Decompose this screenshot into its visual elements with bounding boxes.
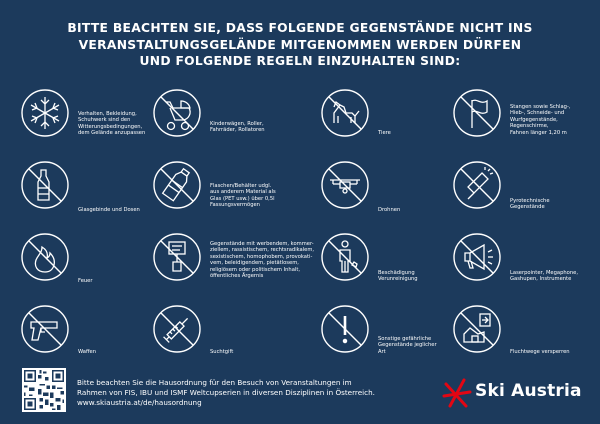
title-line-1: BITTE BEACHTEN SIE, DASS FOLGENDE GEGENS… bbox=[67, 21, 533, 35]
label-line: Fluchtwege versperren bbox=[510, 349, 570, 355]
label-line: vem, beleidigendem, pietätlosem, bbox=[210, 260, 299, 267]
pistol-icon bbox=[21, 305, 69, 353]
glass-bottle-icon bbox=[21, 161, 69, 209]
label-line: Fahnen länger 1,20 m bbox=[510, 129, 567, 136]
plastic-bottle-icon bbox=[153, 161, 201, 209]
qr-code-icon bbox=[22, 368, 66, 412]
label-line: Hieb-, Schneide- und bbox=[510, 110, 565, 117]
firework-rocket-icon bbox=[453, 161, 501, 209]
footer-line-2: Rahmen von FIS, IBU und ISMF Weltcupseri… bbox=[77, 388, 375, 397]
label-line: Feuer bbox=[78, 278, 93, 284]
label-line: Sonstige gefährliche bbox=[378, 336, 432, 342]
label-line: Pyrotechnische bbox=[510, 198, 550, 204]
title-line-3: UND FOLGENDE REGELN EINZUHALTEN SIND: bbox=[139, 54, 461, 68]
label-line: Beschädigung bbox=[378, 270, 415, 276]
banner-icon bbox=[153, 233, 201, 281]
label-line: Gegenstände jeglicher bbox=[378, 342, 437, 349]
footer-url[interactable]: www.skiaustria.at/de/hausordnung bbox=[77, 398, 202, 407]
exclamation-icon bbox=[321, 305, 369, 353]
stroller-icon bbox=[153, 89, 201, 137]
dog-icon bbox=[321, 89, 369, 137]
label-line: Schuhwerk sind den bbox=[78, 117, 131, 124]
label-line: dem Gelände anzupassen bbox=[78, 130, 146, 137]
label-line: Regenschirme, bbox=[510, 123, 549, 130]
label-line: Wurfgegenstände, bbox=[510, 116, 558, 123]
page-title: BITTE BEACHTEN SIE, DASS FOLGENDE GEGENS… bbox=[0, 20, 600, 70]
label-line: Gashupen, Instrumente bbox=[510, 276, 572, 283]
label-line: sexistischem, homophobem, provokati- bbox=[210, 253, 313, 260]
label-line: Waffen bbox=[78, 349, 97, 355]
drone-icon bbox=[321, 161, 369, 209]
footer-note: Bitte beachten Sie die Hausordnung für d… bbox=[77, 378, 457, 408]
brand-name: Ski Austria bbox=[475, 381, 582, 401]
blocked-exit-icon bbox=[453, 305, 501, 353]
label-line: Drohnen bbox=[378, 207, 401, 213]
label-line: Suchtgift bbox=[210, 349, 234, 355]
label-line: Verunreinigung bbox=[378, 276, 418, 283]
label-line: Glasgebinde und Dosen bbox=[78, 207, 140, 213]
label-line: Fassungsvermögen bbox=[210, 202, 260, 209]
label-line: Flaschen/Behälter udgl. bbox=[210, 183, 272, 189]
label-line: Fahrräder, Rollatoren bbox=[210, 127, 265, 134]
title-line-2: VERANSTALTUNGSGELÄNDE MITGENOMMEN WERDEN… bbox=[78, 37, 522, 52]
label-line: aus anderem Material als bbox=[210, 189, 276, 196]
label-line: Glas (PET usw.) über 0,5l bbox=[210, 195, 275, 202]
footer-line-1: Bitte beachten Sie die Hausordnung für d… bbox=[77, 378, 352, 387]
flame-icon bbox=[21, 233, 69, 281]
label-line: Kinderwägen, Roller, bbox=[210, 121, 264, 127]
syringe-icon bbox=[153, 305, 201, 353]
ski-austria-logo: Ski Austria bbox=[440, 376, 590, 410]
label-line: Witterungsbedingungen, bbox=[78, 123, 143, 130]
flag-pole-icon bbox=[453, 89, 501, 137]
label-line: Gegenstände mit werbendem, kommer- bbox=[210, 241, 314, 247]
ski-austria-mark-icon bbox=[442, 378, 472, 408]
label-line: Laserpointer, Megaphone, bbox=[510, 270, 578, 276]
label-line: öffentliches Ärgernis bbox=[210, 273, 264, 280]
label-line: Art bbox=[378, 348, 386, 355]
snowflake-icon bbox=[21, 89, 69, 137]
label-line: Gegenstände bbox=[510, 204, 545, 211]
megaphone-icon bbox=[453, 233, 501, 281]
label-line: Tiere bbox=[378, 130, 391, 136]
label-line: ziellem, rassistischem, rechtsradikalem, bbox=[210, 247, 315, 254]
label-line: Verhalten, Bekleidung, bbox=[78, 111, 137, 117]
label-line: religiösem oder politischem Inhalt, bbox=[210, 266, 301, 273]
qr-code[interactable] bbox=[22, 368, 66, 412]
person-littering-icon bbox=[321, 233, 369, 281]
label-line: Stangen sowie Schlag-, bbox=[510, 104, 571, 110]
